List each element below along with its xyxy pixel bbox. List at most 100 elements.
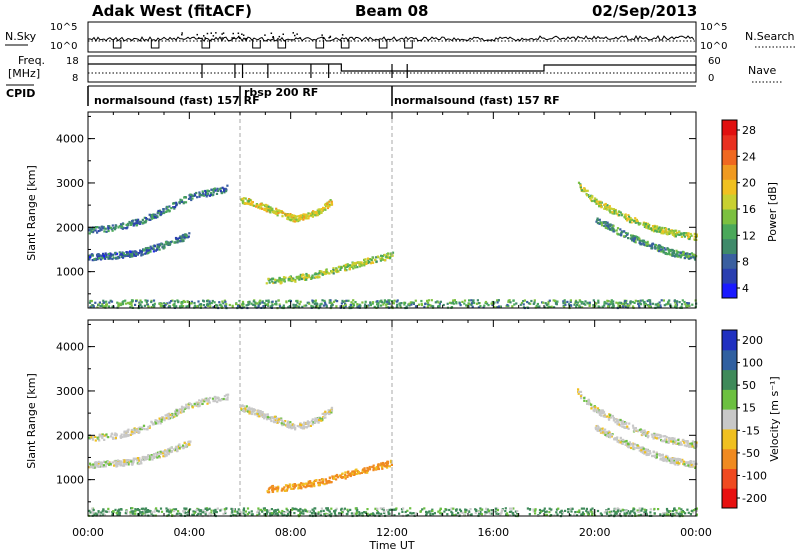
data-cell <box>147 252 149 254</box>
nsky-point <box>198 37 200 39</box>
data-cell <box>216 193 218 195</box>
data-cell <box>572 508 574 510</box>
data-cell <box>137 509 139 511</box>
data-cell <box>266 418 268 420</box>
data-cell <box>134 432 136 434</box>
data-cell <box>534 512 536 514</box>
data-cell <box>99 227 101 229</box>
data-cell <box>578 306 580 308</box>
data-cell <box>555 303 557 305</box>
data-cell <box>202 190 204 192</box>
data-cell <box>188 232 190 234</box>
data-cell <box>117 257 119 259</box>
data-cell <box>286 424 288 426</box>
data-cell <box>221 301 223 303</box>
nave-tick-bottom: 0 <box>708 73 714 84</box>
data-cell <box>93 305 95 307</box>
data-cell <box>631 443 633 445</box>
data-cell <box>146 249 148 251</box>
data-cell <box>173 414 175 416</box>
data-cell <box>583 400 585 402</box>
data-cell <box>684 440 686 442</box>
data-cell <box>160 211 162 213</box>
data-cell <box>242 200 244 202</box>
data-cell <box>650 228 652 230</box>
data-cell <box>606 415 608 417</box>
data-cell <box>279 210 281 212</box>
data-cell <box>264 415 266 417</box>
data-cell <box>302 219 304 221</box>
data-cell <box>269 282 271 284</box>
data-cell <box>664 435 666 437</box>
data-cell <box>675 235 677 237</box>
data-cell <box>544 508 546 510</box>
data-cell <box>347 263 349 265</box>
data-cell <box>680 441 682 443</box>
data-cell <box>465 509 467 511</box>
data-cell <box>692 465 694 467</box>
data-cell <box>293 512 295 514</box>
data-cell <box>150 421 152 423</box>
data-cell <box>292 304 294 306</box>
data-cell <box>198 405 200 407</box>
data-cell <box>129 514 131 516</box>
data-cell <box>123 431 125 433</box>
data-cell <box>363 264 365 266</box>
data-cell <box>140 254 142 256</box>
data-cell <box>687 235 689 237</box>
data-cell <box>520 304 522 306</box>
data-cell <box>206 300 208 302</box>
data-cell <box>141 301 143 303</box>
data-cell <box>214 301 216 303</box>
data-cell <box>432 513 434 515</box>
data-cell <box>102 435 104 437</box>
data-cell <box>148 247 150 249</box>
data-cell <box>676 300 678 302</box>
y-tick-label: 1000 <box>56 474 84 487</box>
data-cell <box>677 442 679 444</box>
data-cell <box>155 419 157 421</box>
data-cell <box>640 428 642 430</box>
data-cell <box>660 458 662 460</box>
data-cell <box>206 403 208 405</box>
data-cell <box>285 301 287 303</box>
data-cell <box>134 304 136 306</box>
data-cell <box>218 397 220 399</box>
data-cell <box>243 197 245 199</box>
data-cell <box>101 229 103 231</box>
data-cell <box>333 272 335 274</box>
data-cell <box>470 299 472 301</box>
data-cell <box>308 303 310 305</box>
data-cell <box>185 201 187 203</box>
data-cell <box>623 235 625 237</box>
data-cell <box>371 259 373 261</box>
data-cell <box>384 254 386 256</box>
data-cell <box>663 514 665 516</box>
data-cell <box>305 304 307 306</box>
cpid-segment-1: normalsound (fast) 157 RF <box>94 94 260 107</box>
data-cell <box>641 430 643 432</box>
data-cell <box>141 427 143 429</box>
data-cell <box>318 208 320 210</box>
data-cell <box>168 450 170 452</box>
data-cell <box>685 232 687 234</box>
data-cell <box>305 217 307 219</box>
data-cell <box>534 299 536 301</box>
data-cell <box>693 443 695 445</box>
data-cell <box>224 301 226 303</box>
data-cell <box>288 278 290 280</box>
data-cell <box>258 305 260 307</box>
data-cell <box>261 301 263 303</box>
data-cell <box>173 510 175 512</box>
data-cell <box>590 407 592 409</box>
data-cell <box>240 408 242 410</box>
data-cell <box>646 435 648 437</box>
data-cell <box>512 512 514 514</box>
data-cell <box>429 304 431 306</box>
data-cell <box>628 423 630 425</box>
data-cell <box>257 510 259 512</box>
data-cell <box>243 405 245 407</box>
data-cell <box>289 421 291 423</box>
data-cell <box>689 445 691 447</box>
y-tick-label: 1000 <box>56 266 84 279</box>
